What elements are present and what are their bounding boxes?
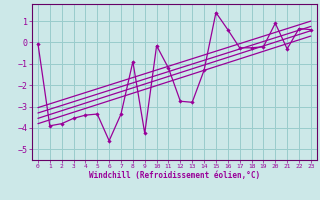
X-axis label: Windchill (Refroidissement éolien,°C): Windchill (Refroidissement éolien,°C) [89,171,260,180]
